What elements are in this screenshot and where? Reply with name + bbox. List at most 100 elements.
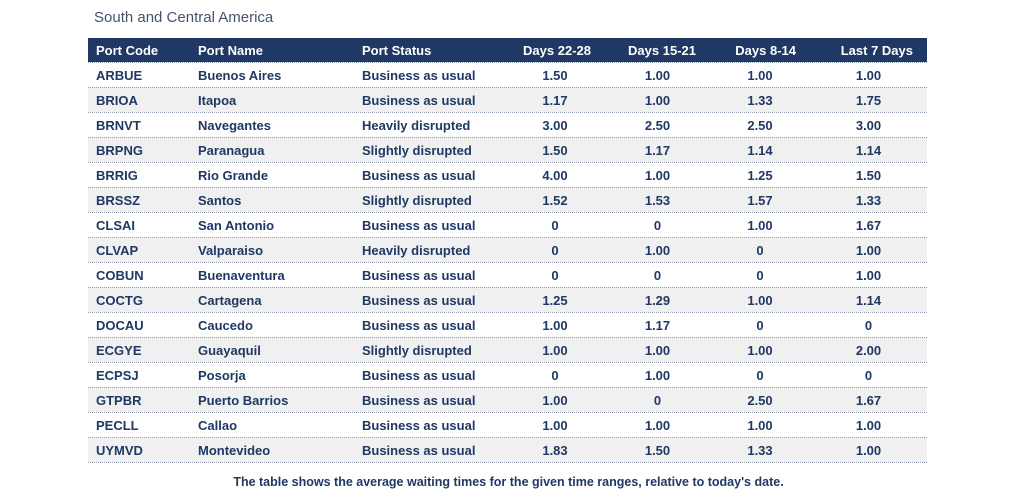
last-7-days-cell: 1.67 — [855, 392, 882, 408]
days-22-28-cell: 1.25 — [542, 292, 568, 308]
days-22-28-cell: 1.50 — [542, 142, 568, 158]
table-row: BRPNG Paranagua Slightly disrupted 1.50 … — [88, 137, 927, 162]
days-22-28-cell: 4.00 — [542, 167, 568, 183]
days-8-14-cell: 0 — [756, 367, 764, 383]
days-15-21-cell: 1.00 — [644, 417, 671, 433]
days-8-14-cell: 2.50 — [747, 117, 773, 133]
port-name-cell: Buenaventura — [198, 267, 285, 283]
port-code-cell: COBUN — [96, 267, 144, 283]
table-row: BRIOA Itapoa Business as usual 1.17 1.00… — [88, 87, 927, 112]
column-header-port-status: Port Status — [362, 42, 432, 58]
days-8-14-cell: 0 — [756, 317, 764, 333]
days-15-21-cell: 1.17 — [644, 317, 671, 333]
last-7-days-cell: 1.00 — [855, 242, 882, 258]
days-22-28-cell: 0 — [551, 217, 559, 233]
table-row: BRRIG Rio Grande Business as usual 4.00 … — [88, 162, 927, 187]
ports-waiting-times-table: Port Code Port Name Port Status Days 22-… — [88, 38, 927, 463]
days-15-21-cell: 1.00 — [644, 167, 671, 183]
port-status-cell: Business as usual — [362, 367, 476, 383]
port-code-cell: COCTG — [96, 292, 143, 308]
last-7-days-cell: 0 — [864, 367, 873, 383]
port-status-cell: Heavily disrupted — [362, 117, 471, 133]
port-status-cell: Business as usual — [362, 292, 476, 308]
table-caption: The table shows the average waiting time… — [233, 475, 784, 489]
port-name-cell: Guayaquil — [198, 342, 261, 358]
last-7-days-cell: 1.67 — [855, 217, 882, 233]
last-7-days-cell: 1.33 — [855, 192, 882, 208]
days-15-21-cell: 1.17 — [644, 142, 671, 158]
days-15-21-cell: 0 — [653, 392, 662, 408]
port-name-cell: Caucedo — [198, 317, 253, 333]
port-code-cell: CLSAI — [96, 217, 135, 233]
port-name-cell: Posorja — [198, 367, 246, 383]
table-row: ECGYE Guayaquil Slightly disrupted 1.00 … — [88, 337, 927, 362]
table-row: UYMVD Montevideo Business as usual 1.83 … — [88, 437, 927, 462]
port-name-cell: Cartagena — [198, 292, 262, 308]
last-7-days-cell: 3.00 — [855, 117, 882, 133]
days-8-14-cell: 0 — [756, 267, 764, 283]
last-7-days-cell: 1.00 — [855, 67, 882, 83]
column-header-port-name: Port Name — [198, 42, 264, 58]
days-15-21-cell: 1.50 — [644, 442, 671, 458]
port-status-cell: Slightly disrupted — [362, 192, 472, 208]
port-code-cell: UYMVD — [96, 442, 143, 458]
port-name-cell: Callao — [198, 417, 238, 433]
table-row: ECPSJ Posorja Business as usual 0 1.00 0… — [88, 362, 927, 387]
table-row: PECLL Callao Business as usual 1.00 1.00… — [88, 412, 927, 437]
port-status-cell: Business as usual — [362, 67, 476, 83]
port-name-cell: Paranagua — [198, 142, 265, 158]
port-name-cell: Buenos Aires — [198, 67, 282, 83]
table-header-row: Port Code Port Name Port Status Days 22-… — [88, 38, 927, 62]
days-15-21-cell: 2.50 — [644, 117, 671, 133]
days-22-28-cell: 0 — [551, 367, 559, 383]
port-name-cell: Montevideo — [198, 442, 271, 458]
last-7-days-cell: 1.75 — [855, 92, 882, 108]
days-8-14-cell: 2.50 — [747, 392, 773, 408]
port-code-cell: BRNVT — [96, 117, 141, 133]
column-header-days-22-28: Days 22-28 — [523, 42, 591, 58]
port-status-cell: Business as usual — [362, 92, 476, 108]
table-row: BRSSZ Santos Slightly disrupted 1.52 1.5… — [88, 187, 927, 212]
days-22-28-cell: 0 — [551, 267, 559, 283]
table-row: GTPBR Puerto Barrios Business as usual 1… — [88, 387, 927, 412]
table-row: COCTG Cartagena Business as usual 1.25 1… — [88, 287, 927, 312]
last-7-days-cell: 1.00 — [855, 442, 882, 458]
last-7-days-cell: 1.14 — [855, 292, 882, 308]
table-row: COBUN Buenaventura Business as usual 0 0… — [88, 262, 927, 287]
last-7-days-cell: 2.00 — [855, 342, 882, 358]
days-22-28-cell: 3.00 — [542, 117, 568, 133]
table-row: CLSAI San Antonio Business as usual 0 0 … — [88, 212, 927, 237]
table-body: ARBUE Buenos Aires Business as usual 1.5… — [88, 62, 927, 463]
table-row: CLVAP Valparaiso Heavily disrupted 0 1.0… — [88, 237, 927, 262]
days-22-28-cell: 1.00 — [542, 317, 568, 333]
port-status-cell: Business as usual — [362, 317, 476, 333]
port-status-cell: Business as usual — [362, 267, 476, 283]
port-name-cell: Santos — [198, 192, 242, 208]
port-name-cell: Rio Grande — [198, 167, 269, 183]
days-15-21-cell: 1.00 — [644, 367, 671, 383]
port-code-cell: BRRIG — [96, 167, 138, 183]
column-header-last-7-days: Last 7 Days — [840, 42, 913, 58]
days-8-14-cell: 1.00 — [747, 417, 773, 433]
port-status-cell: Slightly disrupted — [362, 342, 472, 358]
days-22-28-cell: 1.83 — [542, 442, 568, 458]
days-22-28-cell: 1.00 — [542, 417, 568, 433]
days-8-14-cell: 1.57 — [747, 192, 773, 208]
port-code-cell: GTPBR — [96, 392, 142, 408]
port-status-cell: Business as usual — [362, 167, 476, 183]
days-8-14-cell: 1.33 — [747, 92, 773, 108]
days-8-14-cell: 1.33 — [747, 442, 773, 458]
port-code-cell: BRIOA — [96, 92, 138, 108]
days-15-21-cell: 1.00 — [644, 92, 671, 108]
page-title: South and Central America — [94, 9, 274, 26]
port-code-cell: ECPSJ — [96, 367, 139, 383]
days-22-28-cell: 1.50 — [542, 67, 568, 83]
port-code-cell: BRPNG — [96, 142, 143, 158]
table-row: BRNVT Navegantes Heavily disrupted 3.00 … — [88, 112, 927, 137]
port-code-cell: ARBUE — [96, 67, 143, 83]
days-22-28-cell: 1.17 — [542, 92, 568, 108]
port-status-cell: Heavily disrupted — [362, 242, 471, 258]
port-code-cell: ECGYE — [96, 342, 142, 358]
port-status-cell: Slightly disrupted — [362, 142, 472, 158]
